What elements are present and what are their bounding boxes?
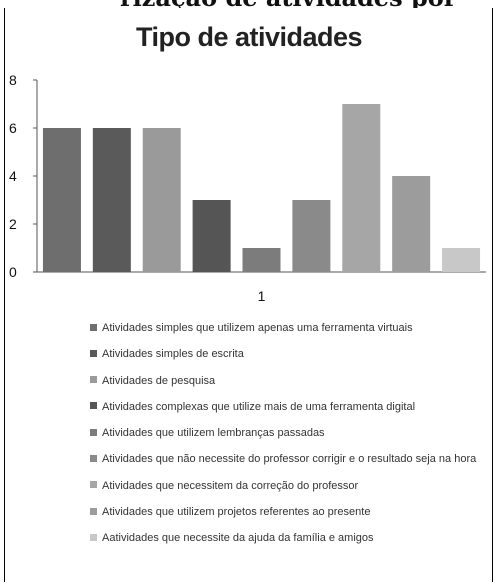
chart-legend: Atividades simples que utilizem apenas u… (90, 318, 476, 555)
legend-label: Atividades simples de escrita (102, 348, 244, 361)
legend-swatch (90, 481, 97, 489)
legend-swatch (90, 428, 97, 436)
y-tick-label: 0 (9, 264, 17, 280)
legend-label: Atividades que utilizem projetos referen… (102, 506, 371, 519)
legend-swatch (90, 323, 97, 331)
bar (392, 176, 431, 272)
y-tick-label: 6 (9, 120, 17, 136)
chart-frame (4, 8, 493, 582)
legend-item: Atividades complexas que utilize mais de… (90, 397, 470, 417)
legend-swatch (90, 455, 97, 463)
y-tick-label: 8 (9, 72, 17, 88)
bar (142, 128, 181, 272)
legend-item: Atividades simples que utilizem apenas u… (90, 318, 470, 338)
chart-title: Tipo de atividades (135, 22, 363, 52)
legend-label: Atividades que utilizem lembranças passa… (102, 427, 325, 440)
bar (292, 200, 331, 272)
legend-swatch (90, 349, 97, 357)
legend-item: Atividades que utilizem lembranças passa… (90, 423, 470, 443)
legend-item: Atividades que utilizem projetos referen… (90, 502, 470, 522)
legend-item: Atividades simples de escrita (90, 344, 470, 364)
legend-item: Atividades de pesquisa (90, 371, 470, 391)
legend-swatch (90, 533, 97, 541)
bar (192, 200, 231, 272)
legend-item: Atividades que não necessite do professo… (90, 449, 476, 469)
y-tick-label: 2 (9, 216, 17, 232)
top-text-fragment: rização de atividades por (0, 0, 498, 8)
legend-label: Atividades que não necessite do professo… (102, 453, 477, 466)
legend-label: Atividades de pesquisa (102, 374, 216, 387)
legend-swatch (90, 507, 97, 515)
bar (342, 104, 381, 272)
legend-swatch (90, 402, 97, 410)
legend-item: Atividades que necessitem da correção do… (90, 476, 470, 496)
legend-swatch (90, 376, 97, 384)
header-fragment: rização de atividades por (120, 0, 456, 8)
x-tick-label: 1 (258, 288, 266, 304)
legend-item: Aatividades que necessite da ajuda da fa… (90, 528, 470, 548)
legend-label: Aatividades que necessite da ajuda da fa… (102, 532, 374, 545)
bar (242, 248, 281, 272)
legend-label: Atividades complexas que utilize mais de… (102, 400, 416, 413)
legend-label: Atividades que necessitem da correção do… (102, 479, 359, 492)
bar (42, 128, 81, 272)
y-tick-label: 4 (9, 168, 17, 184)
bar (442, 248, 481, 272)
bar (92, 128, 131, 272)
legend-label: Atividades simples que utilizem apenas u… (102, 322, 413, 334)
